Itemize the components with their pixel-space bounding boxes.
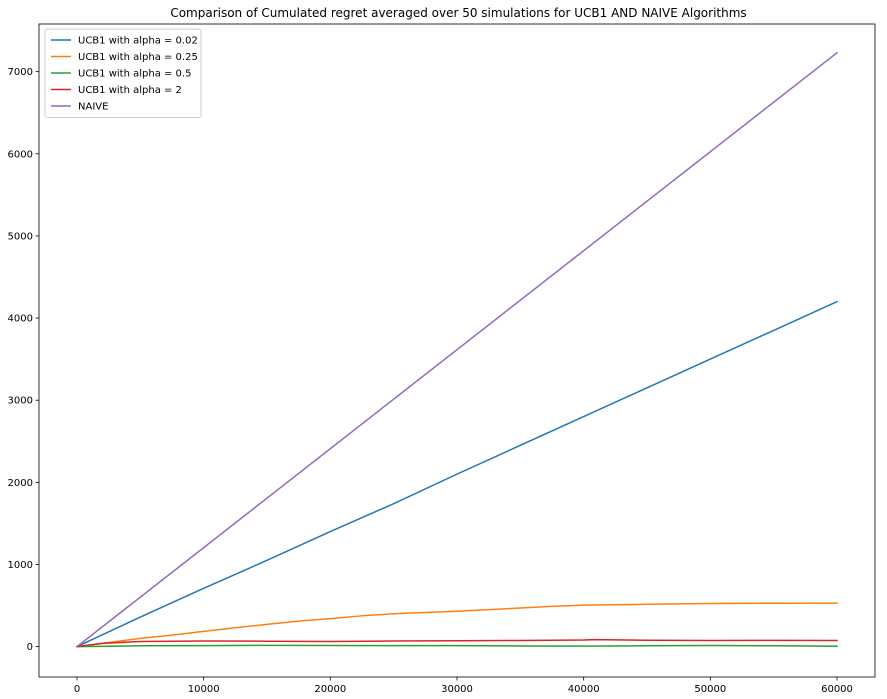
series-layer xyxy=(75,51,839,648)
legend-label-0: UCB1 with alpha = 0.02 xyxy=(78,36,198,47)
x-tick-label: 10000 xyxy=(188,684,220,695)
y-tick-label: 4000 xyxy=(8,314,33,325)
series-line-3 xyxy=(76,638,838,648)
legend-label-1: UCB1 with alpha = 0.25 xyxy=(78,52,198,63)
legend-box xyxy=(44,28,202,118)
legend-label-4: NAIVE xyxy=(78,102,108,113)
legend-label-3: UCB1 with alpha = 2 xyxy=(78,85,182,96)
y-tick-label: 5000 xyxy=(8,231,33,242)
y-tick-label: 7000 xyxy=(8,67,33,78)
y-tick-label: 3000 xyxy=(8,396,33,407)
x-tick-label: 40000 xyxy=(568,684,600,695)
legend-label-2: UCB1 with alpha = 0.5 xyxy=(78,69,191,80)
series-line-4 xyxy=(75,51,839,648)
y-tick-label: 2000 xyxy=(8,478,33,489)
series-line-2 xyxy=(76,644,838,648)
y-tick-label: 6000 xyxy=(8,149,33,160)
x-tick-label: 60000 xyxy=(821,684,853,695)
legend: UCB1 with alpha = 0.02 UCB1 with alpha = … xyxy=(44,28,202,118)
x-tick-label: 20000 xyxy=(314,684,346,695)
x-tick-label: 50000 xyxy=(694,684,726,695)
y-tick-label: 0 xyxy=(27,642,33,653)
x-tick-label: 0 xyxy=(74,684,80,695)
series-line-0 xyxy=(76,300,838,648)
y-tick-label: 1000 xyxy=(8,560,33,571)
x-tick-label: 30000 xyxy=(441,684,473,695)
x-axis: 0 10000 20000 30000 40000 50000 60000 xyxy=(74,677,853,695)
chart-title: Comparison of Cumulated regret averaged … xyxy=(170,6,746,20)
y-axis: 0 1000 2000 3000 4000 5000 6000 7000 xyxy=(8,67,39,653)
series-line-1 xyxy=(76,602,838,648)
